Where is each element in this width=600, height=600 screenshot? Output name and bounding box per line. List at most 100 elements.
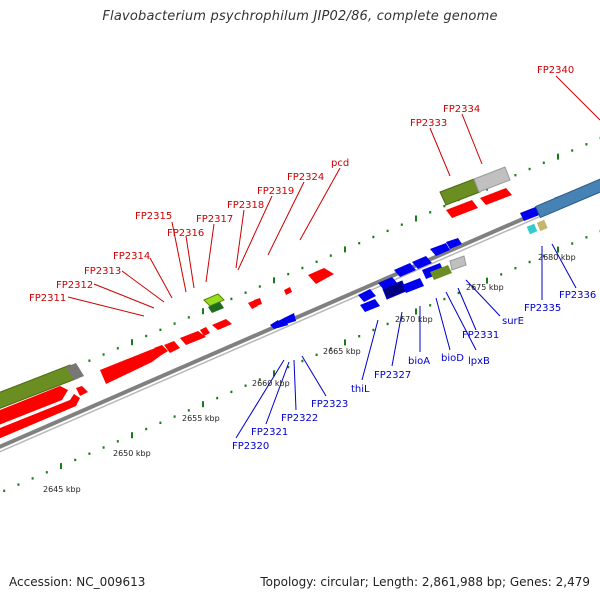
forward-genes-row-b: [0, 188, 512, 440]
callout-fp2320: [235, 359, 285, 439]
callout-fp2318: [235, 209, 245, 269]
label-fp2324[interactable]: FP2324: [287, 172, 324, 183]
gene-fp2312[interactable]: [0, 386, 68, 430]
label-fp2313[interactable]: FP2313: [84, 266, 121, 277]
callout-fp2321: [265, 361, 290, 425]
forward-labels: FP2311 FP2312 FP2313 FP2314 FP2315 FP231…: [29, 65, 574, 304]
gene-fp2317-arrow[interactable]: [208, 302, 224, 313]
scale-label: 2675 kbp: [466, 283, 504, 292]
callout-pcd: [299, 167, 341, 241]
label-fp2331[interactable]: FP2331: [462, 330, 499, 341]
label-fp2315[interactable]: FP2315: [135, 211, 172, 222]
callout-fp2327: [391, 311, 403, 367]
gene-fp2322[interactable]: [284, 313, 296, 324]
gene-fp2327[interactable]: [378, 277, 398, 290]
label-fp2336[interactable]: FP2336: [559, 290, 596, 301]
label-fp2316[interactable]: FP2316: [167, 228, 204, 239]
gene-fp2331[interactable]: [430, 243, 450, 256]
scale-label: 2660 kbp: [252, 379, 290, 388]
label-bioa[interactable]: bioA: [408, 356, 430, 367]
label-fp2318[interactable]: FP2318: [227, 200, 264, 211]
label-thil[interactable]: thiL: [351, 384, 370, 395]
callout-fp2319: [237, 195, 273, 271]
gene-fp2335[interactable]: [520, 206, 542, 221]
callout-fp2314: [149, 257, 173, 299]
callout-fp2323: [301, 355, 327, 397]
label-fp2320[interactable]: FP2320: [232, 441, 269, 452]
callout-fp2340: [555, 75, 600, 121]
gene-fp2333-red[interactable]: [446, 200, 478, 218]
gene-fp2315[interactable]: [154, 345, 168, 356]
gene-fp2334[interactable]: [473, 166, 511, 193]
scale-label: 2680 kbp: [538, 253, 576, 262]
label-fp2322[interactable]: FP2322: [281, 413, 318, 424]
label-fp2334[interactable]: FP2334: [443, 104, 480, 115]
gene-fp2324[interactable]: [284, 287, 292, 295]
scale-labels: 2645 kbp 2650 kbp 2655 kbp 2660 kbp 2665…: [43, 253, 576, 494]
gene-fp2316-arrow[interactable]: [203, 293, 225, 307]
label-fp2319[interactable]: FP2319: [257, 186, 294, 197]
backbone-line: [0, 183, 600, 449]
label-fp2327[interactable]: FP2327: [374, 370, 411, 381]
label-fp2333[interactable]: FP2333: [410, 118, 447, 129]
label-lpxb[interactable]: lpxB: [468, 356, 490, 367]
callout-fp2311: [67, 296, 145, 317]
gene-fp2313[interactable]: [76, 386, 88, 396]
forward-genes-row-a: [0, 166, 511, 409]
label-fp2321[interactable]: FP2321: [251, 427, 288, 438]
label-fp2311[interactable]: FP2311: [29, 293, 66, 304]
gene-khaki[interactable]: [536, 219, 548, 232]
gene-bioa-2[interactable]: [402, 278, 424, 293]
gene-fp2334-red[interactable]: [480, 188, 512, 205]
gene-bioa[interactable]: [394, 263, 416, 277]
gene-fp2317[interactable]: [180, 331, 206, 345]
gene-fp2318[interactable]: [200, 327, 210, 336]
reverse-genes: [270, 178, 600, 329]
gene-steelblue[interactable]: [534, 178, 600, 219]
callout-fp2331: [457, 287, 477, 331]
label-biod[interactable]: bioD: [441, 353, 464, 364]
callout-fp2315: [171, 221, 187, 293]
map-title: Flavobacterium psychrophilum JIP02/86, c…: [102, 9, 498, 24]
gene-sure-grey[interactable]: [449, 255, 467, 271]
callout-fp2317: [205, 223, 215, 283]
gene-sure[interactable]: [446, 238, 462, 249]
gene-pcd[interactable]: [308, 268, 334, 284]
scale-label: 2665 kbp: [323, 347, 361, 356]
gene-grey-forward[interactable]: [66, 363, 84, 380]
callout-fp2313: [121, 270, 165, 303]
gene-fp2314[interactable]: [100, 348, 160, 384]
gene-thil-2[interactable]: [360, 299, 380, 312]
callout-fp2322: [293, 359, 297, 411]
gene-fp2333[interactable]: [439, 178, 481, 206]
label-fp2335[interactable]: FP2335: [524, 303, 561, 314]
callout-fp2336: [551, 243, 577, 289]
gene-fp2319c[interactable]: [254, 298, 262, 306]
gene-fp2319[interactable]: [212, 319, 232, 330]
label-fp2314[interactable]: FP2314: [113, 251, 150, 262]
genome-summary-text: Topology: circular; Length: 2,861,988 bp…: [260, 575, 590, 589]
label-fp2312[interactable]: FP2312: [56, 280, 93, 291]
gene-lpxb-olive[interactable]: [430, 265, 452, 280]
gene-biod[interactable]: [412, 256, 432, 269]
label-fp2340[interactable]: FP2340: [537, 65, 574, 76]
callout-fp2334: [461, 113, 483, 165]
label-sure[interactable]: surE: [502, 316, 524, 327]
callout-fp2333: [429, 127, 451, 177]
inner-tick-row: [3, 229, 600, 492]
scale-label: 2655 kbp: [182, 414, 220, 423]
callout-lpxb: [445, 291, 477, 351]
label-pcd[interactable]: pcd: [331, 158, 349, 169]
callout-fp2324: [267, 181, 305, 256]
scale-label: 2650 kbp: [113, 449, 151, 458]
gene-fp2311[interactable]: [0, 394, 80, 440]
gene-cyan[interactable]: [526, 223, 538, 235]
label-fp2323[interactable]: FP2323: [311, 399, 348, 410]
backbone-line-shadow: [0, 189, 600, 453]
callout-fp2316: [185, 235, 195, 289]
label-fp2317[interactable]: FP2317: [196, 214, 233, 225]
gene-fp2316[interactable]: [164, 341, 180, 353]
callout-thil: [361, 319, 379, 381]
gene-thil[interactable]: [358, 289, 376, 302]
